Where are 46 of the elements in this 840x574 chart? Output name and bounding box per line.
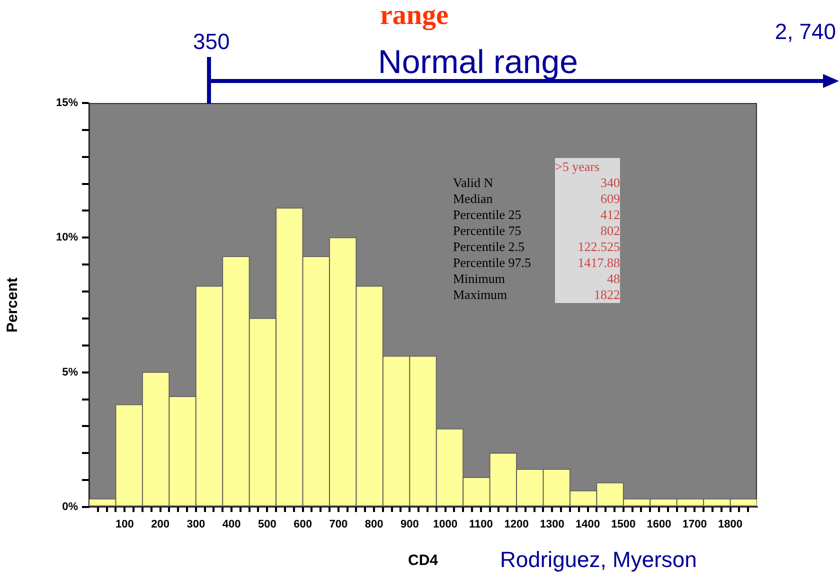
y-tick-label: 0% bbox=[62, 501, 78, 514]
x-tick-label: 300 bbox=[186, 518, 206, 531]
x-tick-label: 1800 bbox=[718, 518, 743, 531]
text: Normal range bbox=[378, 43, 578, 80]
y-tick-label: 15% bbox=[56, 97, 78, 110]
annotation: Percentile 75 bbox=[453, 223, 522, 239]
annotation: Maximum bbox=[453, 287, 508, 303]
x-tick-label: 1600 bbox=[646, 518, 672, 531]
x-axis-title: CD4 bbox=[408, 552, 439, 570]
annotation: >5 years bbox=[555, 159, 600, 175]
y-tick-label: 5% bbox=[62, 366, 78, 378]
annotation: 340 bbox=[600, 175, 620, 191]
text: 350 bbox=[193, 29, 230, 54]
x-tick-label: 700 bbox=[329, 518, 348, 531]
x-tick-label: 1100 bbox=[468, 518, 493, 531]
annotation: Valid N bbox=[453, 175, 494, 191]
annotation: Percentile 2.5 bbox=[453, 239, 524, 255]
annotation: Percentile 25 bbox=[453, 207, 522, 223]
annotation: 802 bbox=[600, 223, 620, 239]
x-tick-label: 400 bbox=[222, 518, 241, 531]
x-tick-label: 1400 bbox=[576, 518, 600, 531]
annotation: 412 bbox=[600, 207, 620, 223]
annotation: 609 bbox=[600, 191, 620, 207]
x-tick-label: 600 bbox=[294, 518, 312, 531]
annotation: 1417.88 bbox=[578, 255, 620, 271]
text: range bbox=[380, 0, 448, 32]
x-tick-label: 1300 bbox=[540, 518, 564, 531]
y-axis-title: Percent bbox=[4, 277, 22, 333]
x-tick-label: 500 bbox=[258, 518, 276, 531]
x-tick-label: 1000 bbox=[433, 518, 458, 531]
annotation: 122.525 bbox=[578, 239, 620, 255]
y-tick-label: 10% bbox=[56, 232, 78, 244]
x-tick-label: 100 bbox=[115, 518, 134, 531]
x-tick-label: 1200 bbox=[504, 518, 529, 531]
annotation: Minimum bbox=[453, 271, 506, 287]
text: Rodriguez, Myerson bbox=[500, 547, 697, 572]
x-tick-label: 200 bbox=[151, 518, 170, 531]
x-tick-label: 1500 bbox=[611, 518, 636, 531]
x-tick-label: 800 bbox=[364, 518, 384, 531]
x-tick-label: 1700 bbox=[682, 518, 707, 531]
annotation: Median bbox=[453, 191, 493, 207]
text: 2, 740 bbox=[774, 19, 836, 44]
annotation: 48 bbox=[607, 271, 620, 287]
annotation: Percentile 97.5 bbox=[453, 255, 531, 271]
x-tick-label: 900 bbox=[400, 518, 419, 531]
annotation: 1822 bbox=[594, 287, 620, 303]
